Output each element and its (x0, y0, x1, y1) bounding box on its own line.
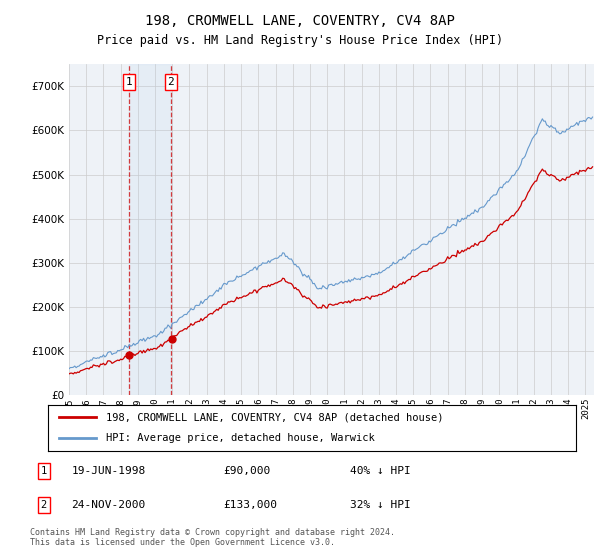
Text: Price paid vs. HM Land Registry's House Price Index (HPI): Price paid vs. HM Land Registry's House … (97, 34, 503, 46)
Text: 19-JUN-1998: 19-JUN-1998 (71, 466, 146, 476)
Text: 198, CROMWELL LANE, COVENTRY, CV4 8AP: 198, CROMWELL LANE, COVENTRY, CV4 8AP (145, 14, 455, 28)
Text: 198, CROMWELL LANE, COVENTRY, CV4 8AP (detached house): 198, CROMWELL LANE, COVENTRY, CV4 8AP (d… (106, 412, 443, 422)
Text: 2: 2 (41, 500, 47, 510)
Text: 40% ↓ HPI: 40% ↓ HPI (350, 466, 411, 476)
Text: 1: 1 (41, 466, 47, 476)
Text: Contains HM Land Registry data © Crown copyright and database right 2024.
This d: Contains HM Land Registry data © Crown c… (30, 528, 395, 547)
Text: 24-NOV-2000: 24-NOV-2000 (71, 500, 146, 510)
Bar (129, 64, 171, 395)
Text: £133,000: £133,000 (223, 500, 277, 510)
Text: HPI: Average price, detached house, Warwick: HPI: Average price, detached house, Warw… (106, 433, 375, 444)
Text: 1: 1 (125, 77, 132, 87)
Text: 2: 2 (167, 77, 174, 87)
Text: £90,000: £90,000 (223, 466, 271, 476)
Text: 32% ↓ HPI: 32% ↓ HPI (350, 500, 411, 510)
